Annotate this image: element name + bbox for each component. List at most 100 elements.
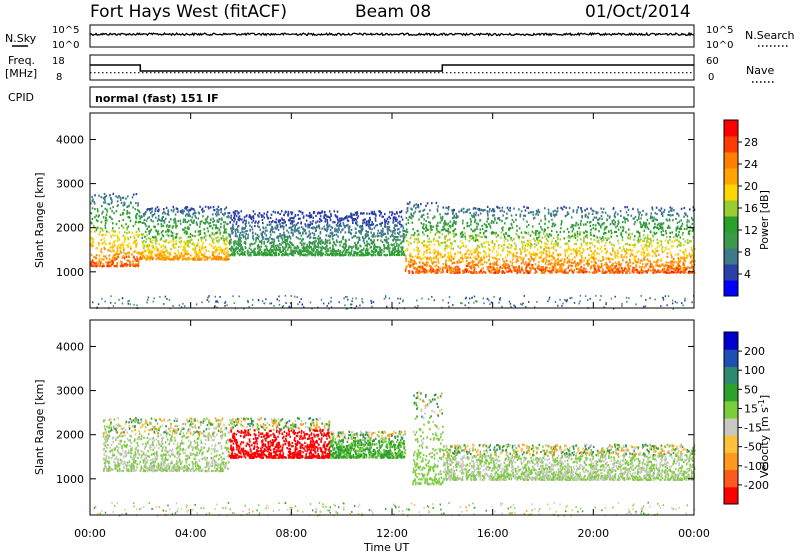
range-cell: [186, 221, 189, 224]
range-cell: [281, 224, 284, 227]
range-cell: [283, 219, 285, 222]
range-cell: [108, 257, 111, 260]
range-cell: [289, 237, 292, 240]
range-cell: [568, 260, 570, 263]
range-cell: [574, 249, 576, 252]
range-cell: [535, 231, 537, 234]
range-cell: [148, 230, 150, 233]
range-cell: [650, 262, 652, 266]
range-cell: [90, 222, 93, 225]
range-cell: [230, 238, 232, 241]
range-cell: [444, 247, 446, 250]
range-cell: [157, 210, 160, 213]
range-cell: [570, 226, 572, 229]
range-cell: [615, 230, 617, 234]
range-cell: [627, 236, 629, 239]
range-cell: [269, 223, 272, 226]
range-cell: [573, 256, 576, 259]
range-cell: [395, 238, 397, 241]
range-cell: [580, 244, 583, 247]
range-cell: [290, 213, 293, 216]
range-cell: [203, 210, 205, 213]
range-cell: [310, 241, 312, 245]
range-cell: [287, 213, 290, 216]
range-cell: [339, 219, 342, 222]
range-cell: [238, 241, 240, 244]
range-cell: [339, 231, 342, 234]
range-cell: [491, 250, 494, 253]
range-cell: [149, 230, 152, 233]
range-cell: [112, 261, 114, 264]
range-cell: [138, 251, 140, 254]
range-cell: [640, 244, 643, 247]
range-cell: [432, 239, 435, 242]
range-cell: [669, 206, 672, 209]
range-cell: [329, 252, 332, 256]
range-cell: [684, 266, 686, 270]
range-cell: [518, 227, 521, 230]
range-cell: [172, 258, 175, 261]
range-cell: [119, 247, 122, 250]
range-cell: [167, 211, 170, 214]
range-cell: [593, 267, 596, 270]
range-cell: [415, 270, 417, 273]
range-cell: [313, 211, 316, 214]
range-cell: [605, 232, 607, 235]
range-cell: [299, 231, 301, 235]
range-cell: [399, 211, 401, 214]
range-cell: [437, 257, 439, 260]
range-cell: [196, 254, 198, 257]
range-cell: [567, 245, 570, 248]
range-cell: [277, 239, 280, 242]
range-cell: [268, 249, 271, 252]
range-cell: [141, 257, 144, 260]
range-cell: [277, 235, 279, 238]
range-cell: [236, 229, 239, 232]
range-cell: [544, 218, 547, 221]
range-cell: [573, 235, 576, 238]
range-cell: [136, 212, 139, 215]
range-cell: [163, 210, 165, 214]
range-cell: [595, 211, 597, 214]
range-cell: [132, 235, 135, 238]
range-cell: [123, 231, 126, 234]
range-cell: [606, 239, 608, 242]
range-cell: [406, 209, 409, 212]
range-cell: [110, 197, 112, 200]
range-cell: [351, 215, 353, 218]
range-cell: [459, 261, 461, 264]
range-cell: [354, 241, 356, 245]
range-cell: [488, 222, 490, 226]
range-cell: [639, 270, 642, 273]
range-cell: [112, 227, 114, 230]
range-cell: [139, 217, 141, 220]
range-cell: [444, 235, 447, 238]
range-cell: [273, 231, 276, 234]
range-cell: [493, 261, 496, 264]
range-cell: [147, 256, 149, 259]
range-cell: [552, 268, 554, 271]
range-cell: [580, 270, 582, 273]
range-cell: [676, 268, 678, 271]
range-cell: [430, 228, 432, 231]
range-cell: [212, 220, 214, 224]
range-cell: [594, 261, 596, 264]
range-cell: [409, 261, 412, 264]
range-cell: [189, 239, 192, 242]
range-cell: [534, 246, 536, 249]
range-cell: [276, 225, 279, 228]
range-cell: [273, 238, 275, 241]
range-cell: [101, 258, 103, 261]
range-cell: [591, 243, 594, 246]
range-cell: [134, 208, 137, 211]
scatter-band: [442, 205, 696, 274]
range-cell: [223, 224, 225, 227]
range-cell: [164, 255, 167, 258]
range-cell: [291, 211, 294, 214]
range-cell: [287, 242, 289, 245]
range-cell: [338, 241, 341, 244]
range-cell: [332, 241, 335, 244]
range-cell: [669, 226, 671, 229]
range-cell: [157, 256, 159, 259]
range-cell: [675, 233, 677, 236]
